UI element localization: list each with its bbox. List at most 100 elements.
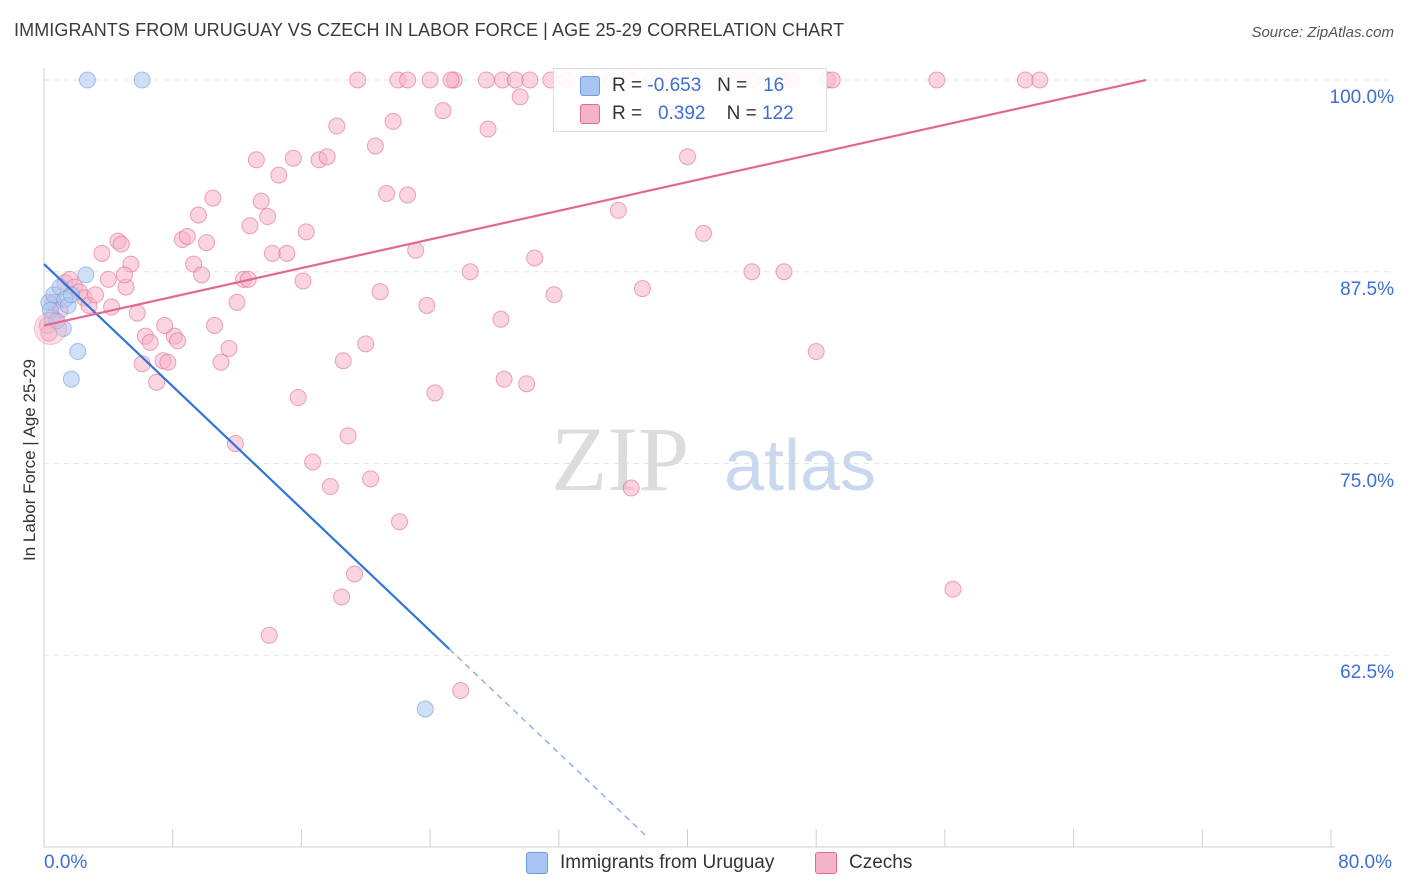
czech-point bbox=[297, 223, 315, 241]
czech-trend-line bbox=[43, 78, 1147, 327]
czech-point bbox=[318, 148, 336, 166]
czech-point bbox=[421, 71, 439, 89]
czech-point bbox=[86, 286, 104, 304]
czech-point bbox=[247, 151, 265, 169]
czech-point bbox=[362, 470, 380, 488]
y-tick-label: 75.0% bbox=[1340, 470, 1394, 492]
czech-point bbox=[384, 112, 402, 130]
czech-point bbox=[334, 352, 352, 370]
y-axis-label: In Labor Force | Age 25-29 bbox=[20, 359, 39, 561]
czech-point bbox=[622, 479, 640, 497]
czech-point bbox=[220, 339, 238, 357]
x-tick-label-min: 0.0% bbox=[44, 852, 88, 873]
czech-point bbox=[226, 435, 244, 453]
czech-point bbox=[506, 71, 524, 89]
correlation-legend: R = -0.653 N = 16 R = 0.392 N = 122 bbox=[553, 68, 827, 132]
y-tick-label: 62.5% bbox=[1340, 662, 1394, 684]
uruguay-trend-extrapolation bbox=[448, 648, 648, 838]
czech-point bbox=[333, 588, 351, 606]
czech-point bbox=[399, 71, 417, 89]
series-label-czechs: Czechs bbox=[849, 852, 913, 873]
series-legend: Immigrants from Uruguay Czechs bbox=[0, 852, 1406, 878]
legend-r-value: -0.653 bbox=[647, 75, 702, 96]
czech-point bbox=[371, 283, 389, 301]
czech-point bbox=[807, 343, 825, 361]
czech-point bbox=[178, 227, 196, 245]
czech-point bbox=[944, 580, 962, 598]
legend-row-czechs: R = 0.392 N = 122 bbox=[554, 101, 794, 127]
czech-point bbox=[366, 137, 384, 155]
uruguay-point bbox=[69, 343, 87, 361]
legend-swatch-czechs bbox=[580, 104, 600, 124]
czech-point bbox=[259, 208, 277, 226]
czech-point bbox=[633, 280, 651, 298]
uruguay-point bbox=[62, 286, 80, 304]
series-legend-czechs[interactable]: Czechs bbox=[815, 852, 912, 874]
watermark-zip: ZIP bbox=[551, 408, 689, 510]
czech-point bbox=[189, 206, 207, 224]
watermark: ZIP atlas bbox=[551, 408, 876, 510]
czech-point bbox=[511, 88, 529, 106]
czech-point bbox=[1031, 71, 1049, 89]
czech-point bbox=[418, 296, 436, 314]
series-swatch-czechs bbox=[815, 852, 837, 874]
czech-point bbox=[492, 310, 510, 328]
czech-point bbox=[477, 71, 495, 89]
czech-point bbox=[270, 166, 288, 184]
czech-point bbox=[426, 384, 444, 402]
czech-point bbox=[1016, 71, 1034, 89]
legend-r-label: R = bbox=[612, 103, 643, 124]
czech-point bbox=[545, 286, 563, 304]
czech-point bbox=[442, 71, 460, 89]
czech-point bbox=[339, 427, 357, 445]
legend-swatch-uruguay bbox=[580, 76, 600, 96]
czech-point bbox=[321, 478, 339, 496]
y-tick-label: 87.5% bbox=[1340, 278, 1394, 300]
czech-point bbox=[204, 189, 222, 207]
czech-point bbox=[928, 71, 946, 89]
legend-n-label: N = bbox=[717, 75, 748, 96]
czech-point bbox=[228, 293, 246, 311]
czech-point bbox=[452, 682, 470, 700]
czech-point bbox=[345, 565, 363, 583]
legend-r-value: 0.392 bbox=[657, 103, 706, 124]
czech-point bbox=[159, 353, 177, 371]
legend-r-label: R = bbox=[612, 75, 643, 96]
czech-point bbox=[193, 266, 211, 284]
source-credit: Source: ZipAtlas.com bbox=[1251, 24, 1394, 41]
czech-point bbox=[679, 148, 696, 166]
legend-n-value: 122 bbox=[762, 103, 794, 124]
axes bbox=[43, 68, 1335, 848]
uruguay-point bbox=[62, 370, 80, 388]
czech-point bbox=[378, 185, 396, 203]
watermark-atlas: atlas bbox=[724, 426, 876, 506]
chart-title: IMMIGRANTS FROM URUGUAY VS CZECH IN LABO… bbox=[14, 20, 845, 40]
czech-point bbox=[518, 375, 536, 393]
czech-point bbox=[284, 149, 302, 167]
czech-point bbox=[349, 71, 367, 89]
czech-point bbox=[241, 217, 259, 235]
czech-point bbox=[461, 263, 479, 281]
czech-point bbox=[212, 353, 230, 371]
czech-point bbox=[278, 244, 296, 262]
uruguay-point bbox=[77, 266, 95, 284]
grid-lines bbox=[44, 79, 1391, 656]
uruguay-point bbox=[416, 700, 434, 718]
czech-point bbox=[743, 263, 761, 281]
czech-point bbox=[169, 332, 187, 350]
czech-point bbox=[357, 335, 375, 353]
czech-point bbox=[609, 201, 627, 219]
czech-point bbox=[260, 626, 278, 644]
series-legend-uruguay[interactable]: Immigrants from Uruguay bbox=[526, 852, 774, 874]
czech-point bbox=[128, 304, 146, 322]
uruguay-point bbox=[78, 71, 96, 89]
czech-point bbox=[252, 192, 270, 210]
series-label-uruguay: Immigrants from Uruguay bbox=[560, 852, 775, 873]
trend-lines bbox=[43, 78, 1147, 838]
czech-point bbox=[112, 235, 130, 253]
czech-point bbox=[521, 71, 539, 89]
czech-point-large bbox=[33, 312, 67, 346]
legend-n-label: N = bbox=[726, 103, 757, 124]
czech-point bbox=[328, 117, 346, 135]
czech-point bbox=[115, 266, 133, 284]
